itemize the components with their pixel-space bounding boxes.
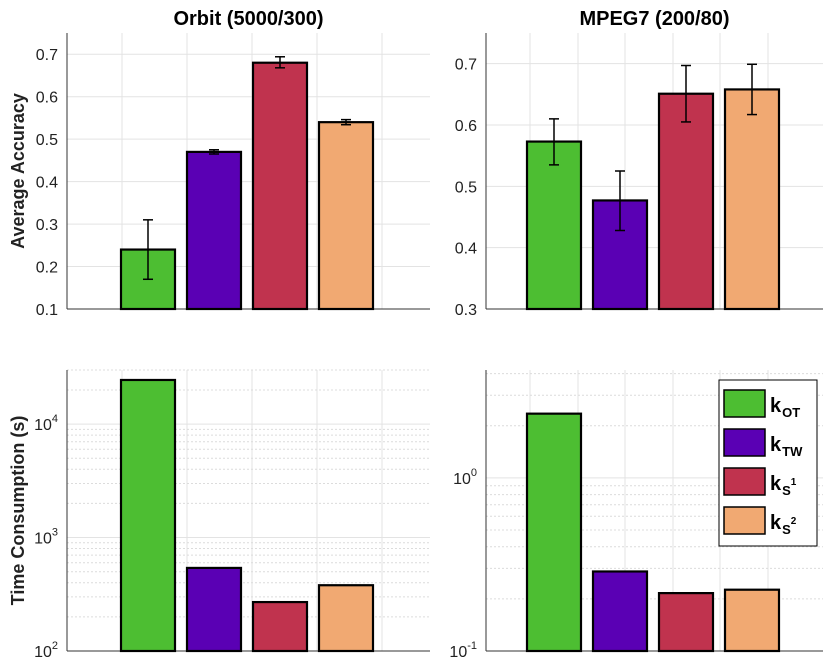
legend-label: kTW	[770, 434, 803, 459]
legend-entry-k_S2: kS2	[723, 506, 797, 537]
y-tick-label: 100	[453, 467, 477, 488]
y-tick-label: 0.6	[36, 90, 58, 107]
y-tick-label: 0.4	[36, 175, 58, 192]
y-tick-label: 0.2	[36, 260, 58, 277]
bar-k_S1	[657, 592, 715, 653]
legend-label: kOT	[770, 395, 800, 420]
bar-k_OT	[525, 412, 583, 653]
y-tick-label: 104	[34, 413, 58, 434]
bar-k_OT	[119, 378, 177, 653]
chart-title: Orbit (5000/300)	[173, 8, 323, 30]
y-tick-label: 10-1	[449, 640, 477, 661]
bar-k_TW	[185, 150, 243, 311]
legend-entry-k_TW: kTW	[723, 428, 803, 459]
panel-top-right: 0.3 0.4 0.5 0.6 0.7 MPEG7 (200/80)	[455, 8, 823, 319]
chart-title: MPEG7 (200/80)	[579, 8, 729, 30]
bar-k_S2	[723, 88, 781, 311]
y-tick-label: 0.3	[36, 217, 58, 234]
y-axis-label: Average Accuracy	[8, 93, 28, 249]
panel-top-left: 0.1 0.2 0.3 0.4 0.5 0.6 0.7 Orbit (5000/300) Ave…	[8, 8, 430, 319]
bar-k_TW	[591, 570, 649, 653]
legend-swatch	[723, 467, 766, 496]
bar-k_S2	[723, 588, 781, 653]
legend: kOT kTW kS1 kS2	[718, 379, 818, 547]
y-tick-label: 103	[34, 527, 58, 548]
bar-k_S1	[251, 61, 309, 311]
legend-entry-k_OT: kOT	[723, 389, 800, 420]
bar-k_S1	[251, 600, 309, 653]
panel-bottom-left: 102 103 104 Time Consumption (s)	[8, 369, 430, 661]
legend-label: kS2	[770, 512, 797, 537]
bar-k_S1	[657, 92, 715, 311]
y-tick-label: 0.7	[36, 47, 58, 64]
bar-k_S2	[317, 121, 375, 311]
legend-swatch	[723, 389, 766, 418]
legend-label: kS1	[770, 473, 797, 498]
legend-entry-k_S1: kS1	[723, 467, 797, 498]
y-tick-label: 0.4	[455, 241, 477, 258]
y-tick-label: 102	[34, 640, 58, 661]
y-tick-label: 0.5	[455, 179, 477, 196]
y-axis-label: Time Consumption (s)	[8, 416, 28, 606]
y-tick-label: 0.5	[36, 132, 58, 149]
bar-k_TW	[185, 566, 243, 653]
y-tick-label: 0.1	[36, 302, 58, 319]
y-tick-label: 0.7	[455, 57, 477, 74]
bar-k_OT	[525, 140, 583, 311]
legend-swatch	[723, 506, 766, 535]
y-tick-label: 0.6	[455, 118, 477, 135]
bar-k_S2	[317, 584, 375, 653]
y-tick-label: 0.3	[455, 302, 477, 319]
panel-bottom-right: 10-1 100	[449, 370, 823, 661]
legend-swatch	[723, 428, 766, 457]
